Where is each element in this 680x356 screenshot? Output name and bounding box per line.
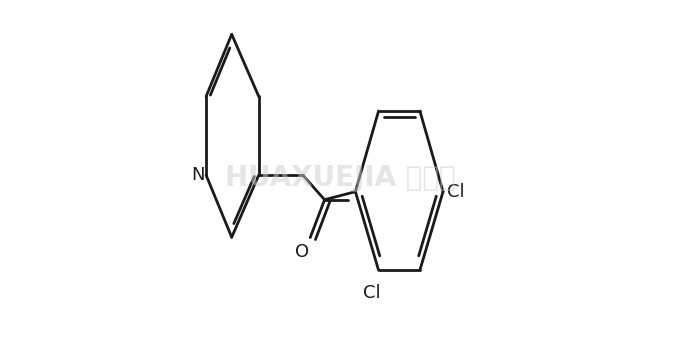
Text: Cl: Cl [447,183,464,201]
Text: HUAXUEJIA 化学库: HUAXUEJIA 化学库 [224,164,456,192]
Text: Cl: Cl [362,284,380,302]
Text: O: O [295,243,309,261]
Text: N: N [191,166,205,184]
